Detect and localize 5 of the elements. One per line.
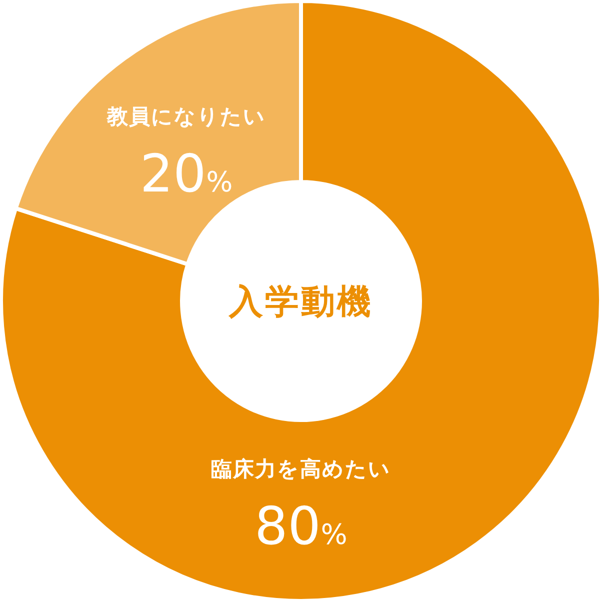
data-label: 80%	[254, 497, 348, 557]
slice-label: 臨床力を高めたい	[211, 457, 391, 481]
slice-label: 教員になりたい	[106, 104, 266, 128]
data-label: 20%	[140, 144, 233, 204]
text: 入学動機	[228, 282, 373, 322]
